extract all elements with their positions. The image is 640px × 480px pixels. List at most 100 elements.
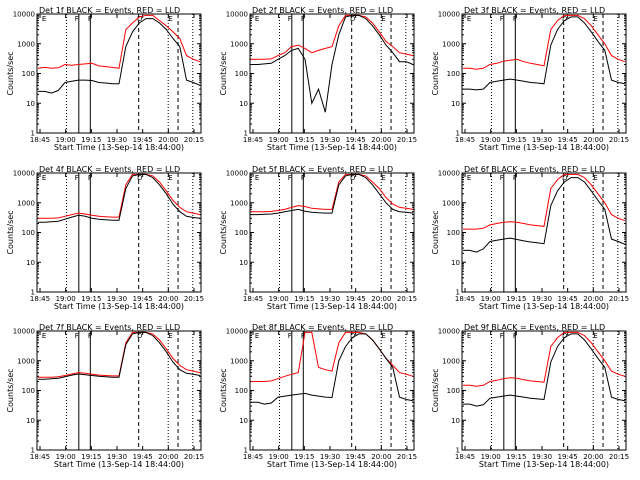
x-axis-label: Start Time (13-Sep-14 18:44:00) [267, 143, 397, 152]
x-tick-label: 19:30 [107, 136, 127, 144]
x-axis-label: Start Time (13-Sep-14 18:44:00) [54, 143, 184, 152]
x-axis-label: Start Time (13-Sep-14 18:44:00) [54, 460, 184, 469]
x-tick-label: 20:15 [397, 453, 417, 461]
x-axis-label: Start Time (13-Sep-14 18:44:00) [479, 143, 609, 152]
x-tick-label: 19:00 [56, 453, 76, 461]
y-tick-label: 10 [26, 259, 35, 267]
state-marker: E [42, 332, 46, 340]
state-marker: E [467, 15, 471, 23]
state-marker: F [500, 332, 504, 340]
x-tick-label: 19:15 [294, 453, 314, 461]
chart-panel-6: Det 6f BLACK = Events, RED = LLD 1 10 100 10… [431, 165, 629, 311]
x-tick-label: 19:15 [506, 453, 526, 461]
y-tick-label: 100 [22, 387, 35, 395]
x-tick-label: 18:45 [455, 295, 475, 303]
series-line-lld [38, 331, 201, 378]
chart-title: Det 2f BLACK = Events, RED = LLD [252, 6, 393, 15]
y-axis-label: Counts/sec [219, 368, 228, 412]
x-axis-label: Start Time (13-Sep-14 18:44:00) [479, 302, 609, 311]
x-tick-label: 18:45 [243, 453, 263, 461]
x-tick-label: 19:30 [320, 136, 340, 144]
x-axis-label: Start Time (13-Sep-14 18:44:00) [479, 460, 609, 469]
series-line-events [463, 333, 626, 407]
state-marker: E [42, 15, 46, 23]
y-tick-label: 10000 [438, 11, 460, 19]
x-tick-label: 19:30 [107, 453, 127, 461]
state-marker: F [75, 15, 79, 23]
series-line-lld [463, 331, 626, 387]
series-line-events [38, 173, 201, 223]
y-tick-label: 10 [239, 100, 248, 108]
state-marker: D [562, 15, 567, 23]
x-tick-label: 19:15 [81, 136, 101, 144]
state-marker: F [88, 174, 92, 182]
x-tick-label: 19:30 [320, 453, 340, 461]
chart-panel-1: Det 1f BLACK = Events, RED = LLD 1 10 100 10… [6, 6, 204, 152]
y-tick-label: 1 [456, 289, 460, 297]
chart-panel-5: Det 5f BLACK = Events, RED = LLD 1 10 100 10… [219, 165, 417, 311]
x-tick-label: 20:00 [158, 136, 178, 144]
y-tick-label: 10000 [438, 170, 460, 178]
x-tick-label: 19:45 [346, 453, 366, 461]
x-axis-label: Start Time (13-Sep-14 18:44:00) [54, 302, 184, 311]
state-marker: F [301, 15, 305, 23]
series-line-events [251, 173, 414, 216]
y-tick-label: 100 [235, 229, 248, 237]
state-marker: D [562, 332, 567, 340]
x-tick-label: 20:15 [609, 453, 629, 461]
chart-title: Det 6f BLACK = Events, RED = LLD [464, 165, 605, 174]
y-tick-label: 100 [235, 387, 248, 395]
state-marker: F [500, 15, 504, 23]
plot-frame [461, 330, 627, 451]
chart-panel-7: Det 7f BLACK = Events, RED = LLD 1 10 100 10… [6, 323, 204, 469]
x-tick-label: 20:15 [184, 295, 204, 303]
state-marker: D [137, 174, 142, 182]
state-marker: E [42, 174, 46, 182]
y-tick-label: 1000 [17, 199, 35, 207]
y-tick-label: 1 [244, 289, 248, 297]
series-line-events [38, 18, 201, 94]
x-tick-label: 19:45 [133, 295, 153, 303]
x-tick-label: 19:45 [133, 136, 153, 144]
series-line-events [251, 333, 414, 405]
plot-frame [36, 13, 202, 134]
y-tick-label: 1000 [442, 199, 460, 207]
y-axis-label: Counts/sec [6, 51, 15, 95]
y-tick-label: 1 [244, 130, 248, 138]
state-marker: D [137, 332, 142, 340]
x-tick-label: 19:45 [558, 295, 578, 303]
x-tick-label: 19:15 [81, 453, 101, 461]
y-tick-label: 10 [239, 259, 248, 267]
y-tick-label: 10 [451, 100, 460, 108]
x-tick-label: 19:00 [269, 136, 289, 144]
x-tick-label: 19:30 [532, 453, 552, 461]
series-line-lld [463, 173, 626, 230]
y-tick-label: 1 [456, 447, 460, 455]
y-tick-label: 10000 [226, 328, 248, 336]
y-tick-label: 1000 [230, 199, 248, 207]
state-marker: F [513, 15, 517, 23]
series-line-lld [251, 331, 414, 382]
series-line-events [463, 16, 626, 91]
x-tick-label: 19:45 [346, 136, 366, 144]
series-line-lld [37, 14, 201, 69]
y-tick-label: 100 [22, 229, 35, 237]
state-marker: E [593, 174, 597, 182]
state-marker: F [288, 332, 292, 340]
x-tick-label: 19:30 [532, 295, 552, 303]
x-tick-label: 20:00 [158, 453, 178, 461]
state-marker: D [350, 332, 355, 340]
y-tick-label: 1000 [230, 357, 248, 365]
y-tick-label: 10000 [226, 11, 248, 19]
y-tick-label: 1000 [442, 357, 460, 365]
y-tick-label: 1000 [17, 357, 35, 365]
series-line-lld [38, 173, 201, 219]
state-marker: D [137, 15, 142, 23]
plot-frame [461, 13, 627, 134]
y-tick-label: 10000 [438, 328, 460, 336]
y-tick-label: 1 [31, 130, 35, 138]
x-tick-label: 18:45 [455, 136, 475, 144]
y-axis-label: Counts/sec [6, 368, 15, 412]
state-marker: D [350, 15, 355, 23]
